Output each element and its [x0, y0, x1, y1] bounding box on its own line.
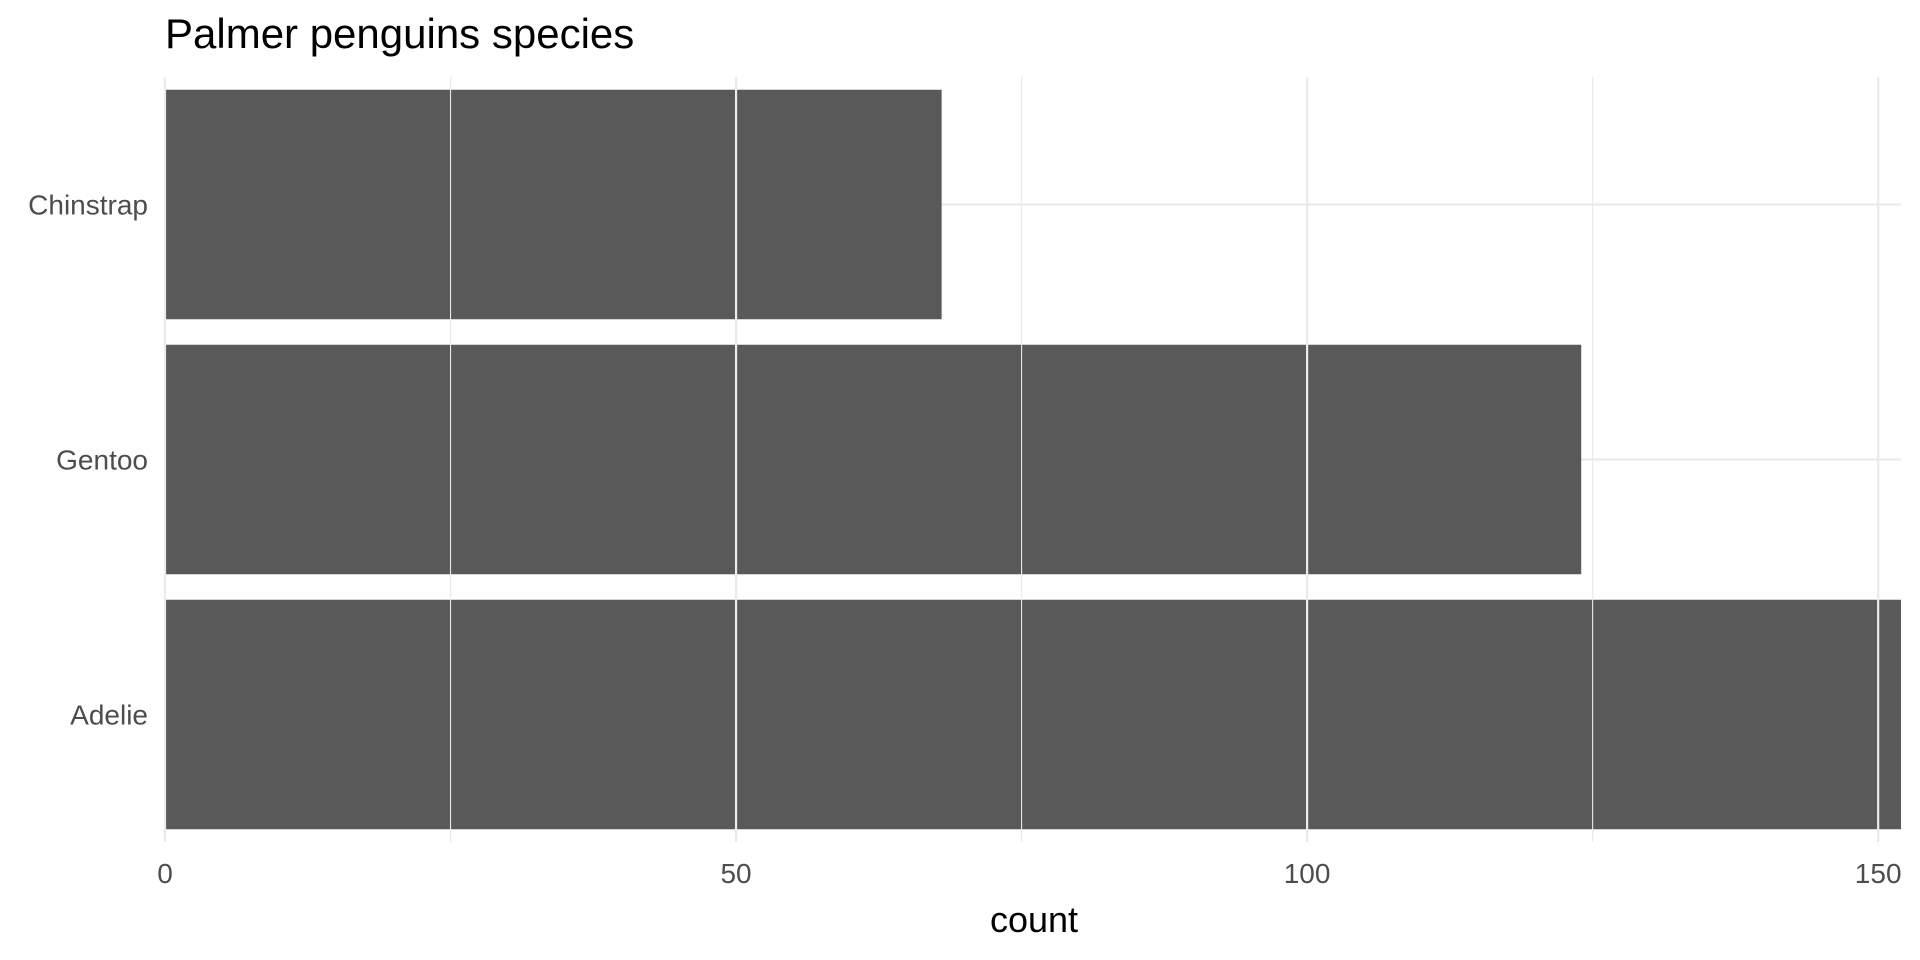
x-tick-label: 150: [1855, 858, 1902, 889]
x-tick-label: 50: [720, 858, 751, 889]
y-tick-label-chinstrap: Chinstrap: [28, 190, 148, 221]
bar-gentoo: [165, 344, 1582, 575]
y-axis-tick-labels: Adelie Gentoo Chinstrap: [28, 190, 148, 731]
x-axis-title: count: [990, 899, 1078, 940]
y-tick-label-adelie: Adelie: [70, 700, 148, 731]
bars: [163, 77, 1901, 842]
bar-chinstrap: [165, 89, 942, 320]
y-tick-label-gentoo: Gentoo: [56, 445, 148, 476]
x-axis-tick-labels: 0 50 100 150: [157, 858, 1901, 889]
x-tick-label: 100: [1284, 858, 1331, 889]
bar-adelie: [165, 599, 1901, 830]
x-tick-label: 0: [157, 858, 173, 889]
chart-title: Palmer penguins species: [165, 10, 634, 57]
grid-overlay: [163, 77, 1880, 842]
